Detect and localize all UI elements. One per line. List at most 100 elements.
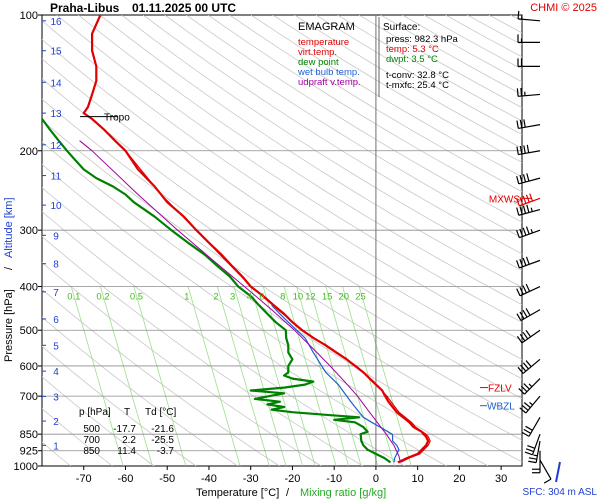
mixing-ratio-label: 12 <box>305 292 316 303</box>
wind-barb <box>524 433 541 456</box>
mixing-ratio-line <box>283 286 337 466</box>
y-axis-label: Pressure [hPa] <box>3 289 15 362</box>
dry-adiabat-line <box>532 15 600 466</box>
surface-line: t-mxfc: 25.4 °C <box>386 80 449 91</box>
x-tick-label: 20 <box>453 473 465 485</box>
wind-barb <box>516 88 541 97</box>
wind-barb-flag <box>516 335 523 344</box>
source-credit: CHMI © 2025 <box>530 2 597 14</box>
mixing-ratio-label: 0.5 <box>130 292 143 303</box>
wind-barb-half-flag <box>530 207 533 212</box>
altitude-tick-label: 14 <box>50 78 62 89</box>
wind-barb-half-flag <box>528 383 533 388</box>
wind-barb-flag <box>522 205 527 214</box>
wind-barb-staff <box>519 197 541 207</box>
altitude-tick-label: 13 <box>50 109 62 120</box>
wind-barb-staff <box>519 285 541 297</box>
mixing-ratio-label: 4 <box>247 292 252 303</box>
wind-barb-flag <box>524 451 533 456</box>
wind-barb <box>516 193 541 207</box>
y-axis-label-2: Altitude [km] <box>3 197 15 258</box>
mixing-ratio-label: 15 <box>322 292 333 303</box>
dry-adiabat-line <box>42 20 522 342</box>
altitude-tick-label: 5 <box>53 341 59 352</box>
wind-barb-flag <box>529 193 534 202</box>
series-dew-point-line <box>42 118 392 464</box>
tropopause-marker: Tropo <box>80 113 130 124</box>
y-axis-title: Pressure [hPa] / Altitude [km] <box>3 197 15 362</box>
wind-barb-flag <box>518 388 525 395</box>
wind-barb-flag <box>543 478 552 484</box>
mixing-ratio-label: 0.1 <box>67 292 80 303</box>
dry-adiabat-line <box>142 15 522 255</box>
table-header-t: T <box>124 407 130 418</box>
x-tick-label: -60 <box>118 473 134 485</box>
wind-barb-flag <box>522 285 527 294</box>
mxws-label: MXWS <box>489 194 520 205</box>
altitude-tick-label: 16 <box>50 17 62 28</box>
wind-barb-flag <box>516 88 519 97</box>
y-tick-label: 700 <box>20 391 38 403</box>
dry-adiabat-line <box>164 15 522 239</box>
x-axis-label: Temperature [°C] <box>196 487 279 499</box>
wind-barb <box>517 34 540 43</box>
wind-barb <box>516 283 541 297</box>
wind-barb-flag <box>520 88 523 97</box>
table-cell: 500 <box>83 424 100 435</box>
x-tick-label: 0 <box>373 473 379 485</box>
wind-barb-flag <box>522 227 527 236</box>
table-cell: -17.7 <box>113 424 136 435</box>
wind-barb-flag <box>516 288 521 297</box>
wind-barb-flag <box>525 448 534 453</box>
wind-barb-flag <box>519 145 523 155</box>
y-tick-label: 600 <box>20 361 38 373</box>
wind-barb-flag <box>519 258 524 267</box>
wind-barb-flag <box>523 145 526 154</box>
wind-barb-flag <box>519 228 524 237</box>
table-header-p: p [hPa] <box>79 407 111 418</box>
mixing-ratio-line <box>100 286 153 466</box>
y-tick-label: 200 <box>20 146 38 158</box>
mixing-ratio-label: 3 <box>230 292 235 303</box>
legend-item: virt.temp. <box>298 47 337 58</box>
x-tick-label: -20 <box>284 473 300 485</box>
mixing-ratio-line <box>358 286 412 466</box>
wind-barb-flag <box>516 198 520 207</box>
wind-barb-half-flag <box>533 454 538 457</box>
wind-barb-flag <box>526 204 530 213</box>
wind-barb <box>521 417 541 437</box>
altitude-tick-label: 4 <box>53 367 59 378</box>
level-table: p [hPa] T Td [°C] 500 -17.7 -21.6 700 2.2 -25… <box>79 407 176 457</box>
mixing-ratio-label: 10 <box>293 292 304 303</box>
chart-title: Praha-Libus <box>50 1 120 15</box>
surface-line: temp: 5.3 °C <box>386 44 439 55</box>
altitude-tick-label: 7 <box>53 288 59 299</box>
wind-barb-flag <box>522 174 527 183</box>
wind-barb-flag <box>525 329 532 338</box>
wind-barb-flag <box>522 309 528 318</box>
altitude-tick-label: 9 <box>53 231 59 242</box>
wind-barb-staff <box>518 177 541 185</box>
dry-adiabat-line <box>78 15 522 306</box>
x-tick-label: -40 <box>201 473 217 485</box>
dry-adiabat-line <box>121 15 522 271</box>
wind-barb-flag <box>522 331 529 340</box>
altitude-tick-label: 12 <box>50 141 62 152</box>
wind-barb-staff <box>531 433 541 456</box>
wind-barb-flag <box>516 175 520 184</box>
wind-barb-flag <box>523 383 530 390</box>
mixing-ratio-line <box>296 286 349 466</box>
wind-barb-flag <box>519 206 523 215</box>
wind-barb-flag <box>519 119 523 128</box>
wind-barb <box>516 119 541 130</box>
wind-barb-staff <box>539 459 552 480</box>
x-tick-label: 30 <box>495 473 507 485</box>
wind-barb <box>517 58 540 67</box>
mixing-ratio-line <box>187 286 241 466</box>
wind-barb-flag <box>528 460 537 464</box>
wind-barb-flag <box>522 362 529 370</box>
wind-barb-flag <box>525 283 531 292</box>
mixing-ratio-label: 25 <box>355 292 366 303</box>
